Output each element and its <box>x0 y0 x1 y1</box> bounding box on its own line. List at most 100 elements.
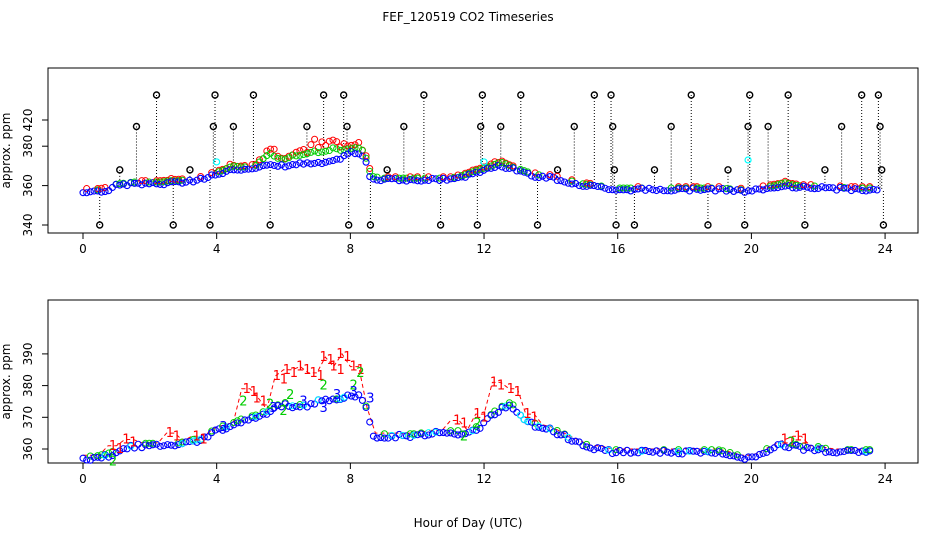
cyan-point <box>252 413 260 421</box>
outlier-point <box>744 122 752 131</box>
blue-point <box>623 186 631 194</box>
blue-point <box>777 183 786 191</box>
green-point <box>160 178 168 186</box>
blue-point <box>219 426 227 434</box>
blue-point <box>200 433 208 441</box>
red-series-label: 1 <box>280 372 288 387</box>
blue-point <box>594 444 602 452</box>
blue-point <box>748 453 756 461</box>
outlier-point <box>420 91 428 99</box>
blue-point <box>575 438 583 446</box>
red-series-label: 1 <box>781 432 789 447</box>
red-point <box>314 144 322 152</box>
cyan-point <box>410 431 418 439</box>
blue-point <box>288 160 297 169</box>
outlier-point <box>610 166 619 174</box>
outlier-point <box>876 122 884 131</box>
outlier-point <box>96 221 104 229</box>
blue-point <box>572 179 580 188</box>
blue-point <box>520 168 528 176</box>
y-tick-label: 370 <box>21 406 35 429</box>
blue-point <box>605 186 613 194</box>
blue-point <box>649 448 657 456</box>
green-series-label: 2 <box>286 388 294 403</box>
blue-point <box>358 396 366 404</box>
blue-point <box>443 176 451 184</box>
green-point <box>237 163 245 171</box>
outlier-point <box>784 91 792 99</box>
blue-point <box>241 165 249 173</box>
blue-point <box>255 163 264 171</box>
blue-series-label: 3 <box>333 388 341 403</box>
blue-point <box>171 178 179 186</box>
blue-point <box>369 175 377 183</box>
outlier-point <box>821 166 829 174</box>
blue-point <box>186 176 194 184</box>
red-series-label: 1 <box>801 432 809 447</box>
red-series-label: 1 <box>453 413 461 428</box>
red-point <box>366 165 374 173</box>
red-point <box>248 161 256 169</box>
red-series-label: 1 <box>192 429 200 444</box>
blue-point <box>391 174 400 183</box>
blue-point <box>226 166 234 174</box>
blue-point <box>553 431 561 439</box>
cyan-point <box>127 442 135 450</box>
green-point <box>722 185 730 193</box>
green-point <box>215 168 223 176</box>
red-point <box>226 160 234 168</box>
blue-point <box>248 165 256 173</box>
blue-point <box>413 431 422 439</box>
outlier-point <box>746 91 754 99</box>
blue-point <box>112 180 120 188</box>
blue-point <box>597 183 605 191</box>
blue-point <box>601 446 609 454</box>
blue-point <box>277 161 286 169</box>
blue-point <box>344 391 352 399</box>
top-panel: 0 4 8 12 16 20 24 340 360 380 420 approx. ppm <box>0 67 919 256</box>
blue-point <box>818 445 826 453</box>
blue-point <box>564 179 572 187</box>
x-tick-label: 24 <box>877 472 892 486</box>
plot-frame <box>47 67 919 234</box>
red-series-label: 1 <box>497 379 505 394</box>
red-series-label: 1 <box>243 382 251 397</box>
blue-point <box>836 183 844 191</box>
blue-point <box>369 432 377 440</box>
cyan-point <box>520 416 528 424</box>
blue-point <box>259 162 267 170</box>
blue-point <box>491 163 499 172</box>
green-point <box>296 401 304 409</box>
green-point <box>347 144 355 152</box>
blue-point <box>296 159 304 167</box>
blue-point <box>652 186 661 195</box>
red-point <box>333 138 341 146</box>
outlier-point <box>612 221 620 229</box>
blue-point <box>693 447 701 455</box>
outlier-point <box>533 221 542 229</box>
cyan-point <box>263 408 271 416</box>
x-tick-label: 24 <box>877 242 892 256</box>
blue-point <box>292 402 300 410</box>
outlier-point <box>724 166 732 174</box>
blue-point <box>436 176 444 185</box>
blue-point <box>119 180 127 188</box>
cyan-point <box>777 441 785 449</box>
blue-point <box>145 180 153 188</box>
blue-point <box>164 179 172 187</box>
blue-point <box>869 185 877 193</box>
blue-point <box>829 184 837 192</box>
cyan-point <box>178 440 186 448</box>
blue-point <box>461 430 469 438</box>
blue-point <box>847 187 855 195</box>
red-series-label: 1 <box>514 385 522 400</box>
x-tick-label: 16 <box>610 242 625 256</box>
blue-point <box>774 441 782 449</box>
blue-point <box>641 186 650 194</box>
blue-point <box>538 172 547 180</box>
outlier-point <box>344 221 353 229</box>
blue-point <box>697 449 705 457</box>
blue-point <box>656 185 664 193</box>
green-point <box>800 442 808 450</box>
